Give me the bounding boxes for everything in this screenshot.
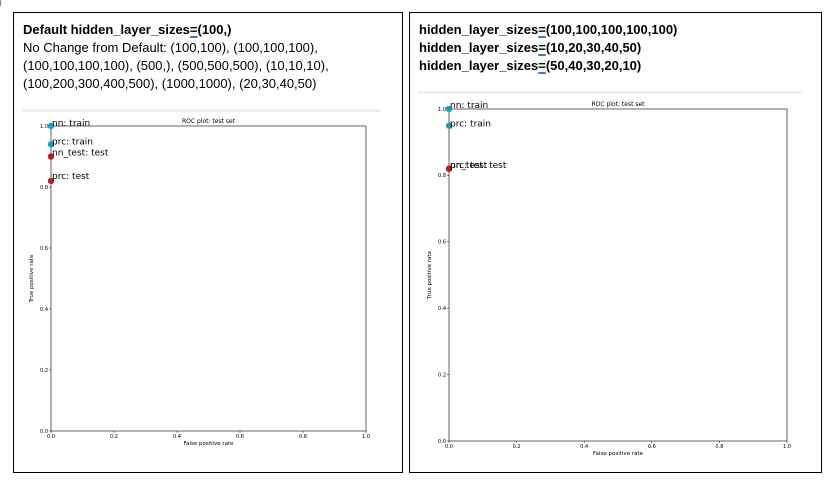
y-tick-label: 0.4 — [40, 307, 48, 313]
x-tick-label: 0.6 — [648, 444, 656, 450]
roc-point — [445, 165, 453, 172]
roc-point — [47, 177, 55, 185]
left-text-line2: No Change from Default: (100,100), (100,… — [23, 40, 318, 55]
x-tick-label: 1.0 — [362, 434, 370, 440]
roc-point — [47, 122, 55, 130]
right-line2-prefix: hidden_layer_sizes — [419, 40, 539, 55]
right-line3: hidden_layer_sizes=(50,40,30,20,10) — [419, 57, 641, 75]
left-heading-suffix: (100,) — [197, 22, 232, 37]
x-tick-label: 0.4 — [580, 444, 588, 450]
right-line2-suffix: (10,20,30,40,50) — [545, 40, 642, 55]
x-tick-label: 1.0 — [783, 444, 791, 450]
x-axis-label: False positive rate — [183, 441, 234, 447]
y-tick-label: 0.4 — [438, 306, 446, 312]
right-line3-suffix: (50,40,30,20,10) — [545, 58, 642, 73]
left-heading: Default hidden_layer_sizes=(100,) — [23, 21, 231, 39]
point-label: nn_test: test — [450, 161, 507, 171]
y-tick-label: 0.2 — [40, 368, 48, 374]
right-roc-chart: ROC plot: test set 0.0 0.2 0.4 0.6 0.8 1.0 0.0 0… — [427, 101, 791, 457]
x-tick-label: 0.2 — [513, 444, 521, 450]
left-separator — [22, 109, 380, 112]
point-label: prc: train — [450, 120, 491, 130]
roc-point — [47, 153, 55, 160]
left-heading-equals: = — [189, 22, 198, 37]
right-line1: hidden_layer_sizes=(100,100,100,100,100) — [419, 21, 677, 39]
left-roc-chart: ROC plot: test set 0.0 0.2 0.4 0.6 0.8 1.0 0.0 0… — [29, 118, 370, 447]
roc-point — [445, 105, 453, 113]
chart-title: ROC plot: test set — [182, 118, 236, 125]
x-tick-label: 0.8 — [715, 444, 723, 450]
right-line2-equals: = — [538, 40, 546, 55]
y-axis-label: True positive rate — [29, 254, 35, 304]
point-label: nn: train — [52, 119, 90, 129]
y-tick-label: 0.0 — [438, 439, 446, 445]
y-tick-label: 0.0 — [40, 429, 48, 435]
right-line1-equals: = — [538, 22, 546, 37]
left-text-line3: (100,100,100,100), (500,), (500,500,500)… — [23, 58, 329, 73]
point-label: nn: train — [450, 101, 488, 111]
roc-point — [47, 141, 55, 148]
y-axis-label: True positive rate — [427, 250, 433, 300]
y-tick-label: 0.8 — [438, 173, 446, 179]
x-tick-label: 0.8 — [299, 434, 307, 440]
right-panel: hidden_layer_sizes=(100,100,100,100,100)… — [409, 12, 822, 473]
left-text-line4: (100,200,300,400,500), (1000,1000), (20,… — [23, 76, 317, 91]
x-axis-label: False positive rate — [593, 451, 644, 457]
right-separator — [418, 91, 803, 94]
chart-title: ROC plot: test set — [591, 101, 645, 108]
left-heading-prefix: Default hidden_layer_sizes — [23, 22, 190, 37]
y-tick-label: 1.0 — [40, 124, 48, 130]
y-tick-label: 0.6 — [40, 246, 48, 252]
right-line2: hidden_layer_sizes=(10,20,30,40,50) — [419, 39, 641, 57]
roc-point — [445, 122, 453, 129]
y-tick-label: 0.6 — [438, 240, 446, 246]
x-tick-label: 0.2 — [110, 434, 118, 440]
point-label: nn_test: test — [52, 149, 109, 159]
point-label: prc: test — [450, 161, 488, 171]
right-line1-prefix: hidden_layer_sizes — [419, 22, 539, 37]
right-line3-equals: = — [538, 58, 546, 73]
y-tick-label: 0.8 — [40, 185, 48, 191]
x-tick-label: 0.6 — [236, 434, 244, 440]
x-tick-label: 0.0 — [445, 444, 453, 450]
point-label: prc: test — [52, 172, 90, 182]
left-panel: Default hidden_layer_sizes=(100,) No Cha… — [13, 12, 403, 473]
y-tick-label: 0.2 — [438, 372, 446, 378]
y-tick-label: 1.0 — [438, 107, 446, 113]
point-label: prc: train — [52, 137, 93, 147]
plot-area-frame — [448, 108, 788, 442]
right-line3-prefix: hidden_layer_sizes — [419, 58, 539, 73]
right-line1-suffix: (100,100,100,100,100) — [545, 22, 678, 37]
page-edge-mark — [0, 0, 1, 6]
plot-area-frame — [50, 125, 367, 432]
x-tick-label: 0.4 — [173, 434, 181, 440]
x-tick-label: 0.0 — [47, 434, 55, 440]
